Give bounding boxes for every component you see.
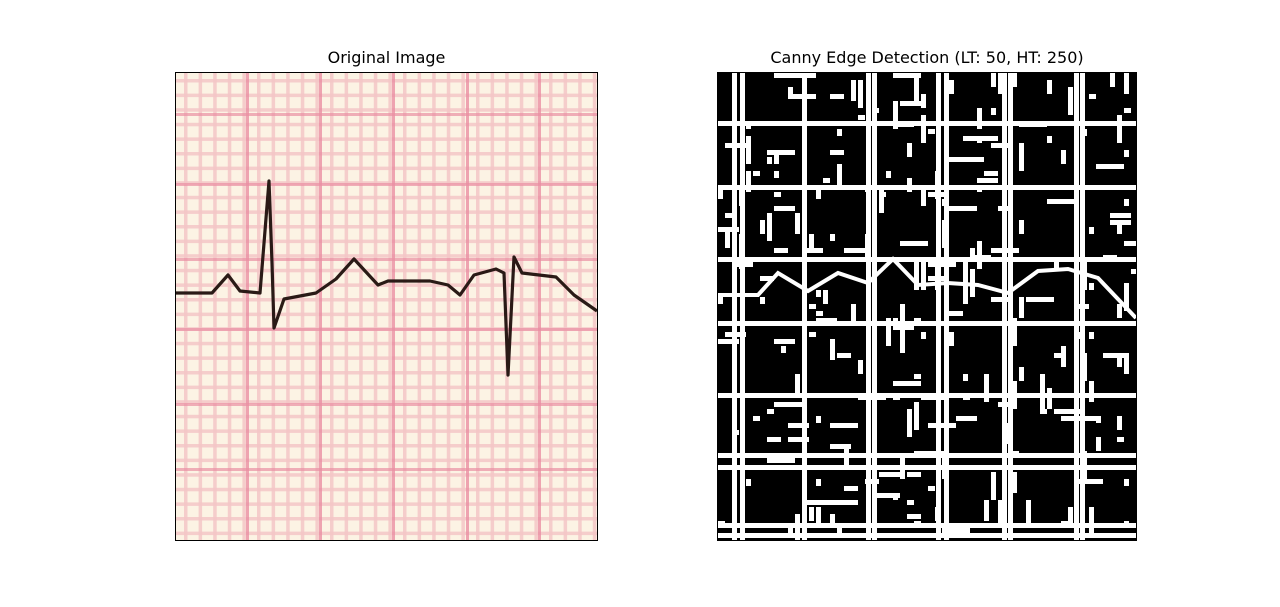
original-image-panel bbox=[175, 72, 598, 541]
ecg-grid-image bbox=[176, 73, 597, 540]
original-image-title: Original Image bbox=[327, 48, 446, 67]
edge-map-image bbox=[718, 73, 1136, 540]
canny-edge-panel bbox=[717, 72, 1137, 541]
canny-edge-title: Canny Edge Detection (LT: 50, HT: 250) bbox=[770, 48, 1084, 67]
